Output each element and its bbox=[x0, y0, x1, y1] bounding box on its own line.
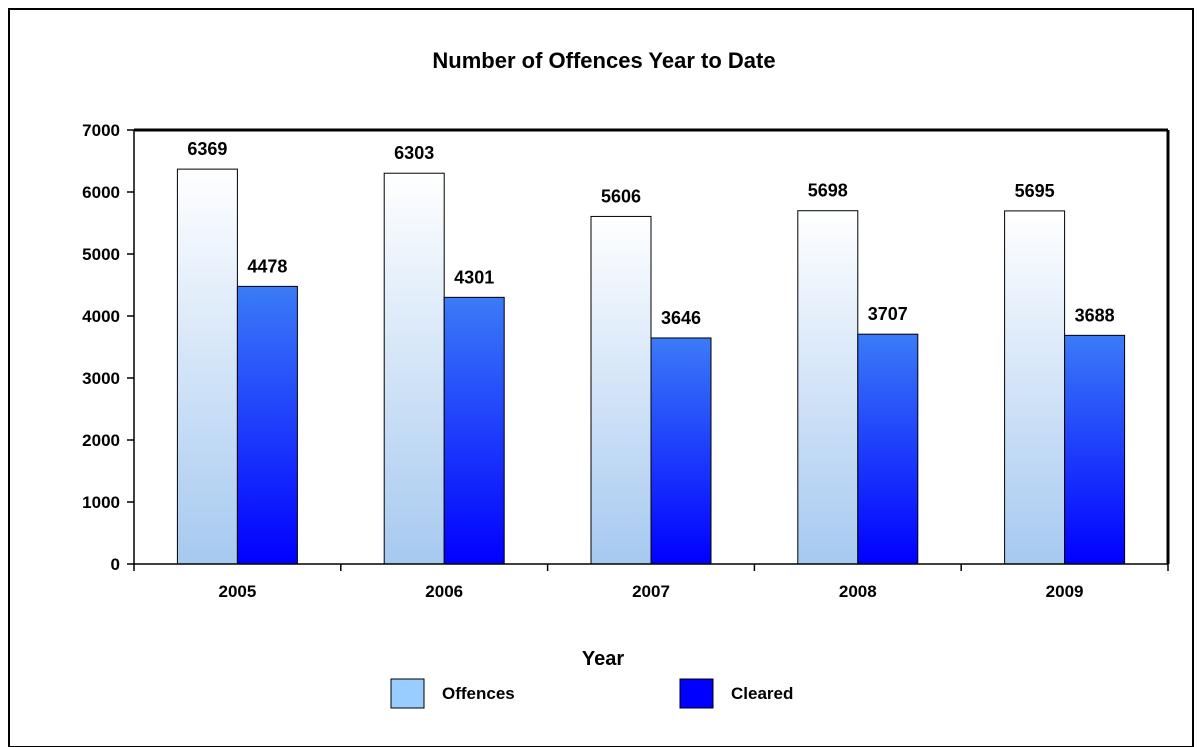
legend-swatch-cleared bbox=[679, 678, 714, 709]
y-tick-label-3000: 3000 bbox=[82, 369, 120, 388]
data-label-cleared-2009: 3688 bbox=[1075, 305, 1115, 325]
y-tick-label-7000: 7000 bbox=[82, 121, 120, 140]
data-label-offences-2005: 6369 bbox=[187, 139, 227, 159]
x-tick-label-2008: 2008 bbox=[839, 582, 877, 601]
x-tick-label-2009: 2009 bbox=[1046, 582, 1084, 601]
y-tick-label-6000: 6000 bbox=[82, 183, 120, 202]
data-label-offences-2006: 6303 bbox=[394, 143, 434, 163]
bar-offences-2005 bbox=[176, 168, 238, 565]
x-tick-label-2005: 2005 bbox=[218, 582, 256, 601]
bar-cleared-2008 bbox=[857, 333, 919, 565]
data-label-cleared-2007: 3646 bbox=[661, 308, 701, 328]
data-label-cleared-2006: 4301 bbox=[454, 267, 494, 287]
y-tick-label-4000: 4000 bbox=[82, 307, 120, 326]
data-label-offences-2008: 5698 bbox=[808, 181, 848, 201]
x-tick-label-2006: 2006 bbox=[425, 582, 463, 601]
bar-offences-2007 bbox=[590, 215, 652, 565]
y-tick-label-1000: 1000 bbox=[82, 493, 120, 512]
bar-offences-2006 bbox=[383, 172, 445, 565]
chart-title: Number of Offences Year to Date bbox=[432, 48, 775, 73]
bar-offences-2008 bbox=[797, 210, 859, 565]
data-label-cleared-2005: 4478 bbox=[247, 256, 287, 276]
legend-label-cleared: Cleared bbox=[731, 684, 793, 703]
bar-offences-2009 bbox=[1004, 210, 1066, 565]
legend-label-offences: Offences bbox=[442, 684, 515, 703]
x-axis-label: Year bbox=[582, 648, 624, 670]
bar-cleared-2006 bbox=[443, 296, 505, 565]
data-label-offences-2009: 5695 bbox=[1015, 181, 1055, 201]
bar-cleared-2007 bbox=[650, 337, 712, 565]
legend-swatch-offences bbox=[390, 678, 425, 709]
y-tick-label-0: 0 bbox=[111, 555, 120, 574]
legend: Offences Cleared bbox=[390, 678, 793, 709]
y-tick-label-2000: 2000 bbox=[82, 431, 120, 450]
data-label-cleared-2008: 3707 bbox=[868, 304, 908, 324]
data-label-offences-2007: 5606 bbox=[601, 186, 641, 206]
bar-cleared-2009 bbox=[1064, 334, 1126, 565]
y-tick-label-5000: 5000 bbox=[82, 245, 120, 264]
x-tick-label-2007: 2007 bbox=[632, 582, 670, 601]
bar-cleared-2005 bbox=[236, 285, 298, 565]
